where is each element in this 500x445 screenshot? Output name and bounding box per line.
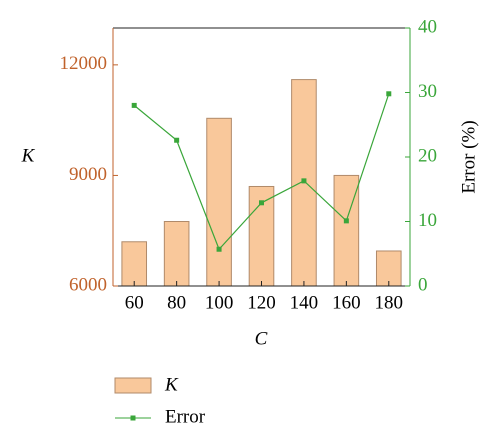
marker — [386, 91, 392, 97]
legend-label: K — [164, 374, 179, 395]
x-tick-label: 100 — [205, 292, 234, 313]
y-tick-label: 9000 — [69, 164, 107, 185]
y2-tick-label: 30 — [418, 81, 437, 102]
x-tick-label: 120 — [247, 292, 276, 313]
y2-tick-label: 20 — [418, 145, 437, 166]
x-axis-label: C — [255, 328, 268, 349]
y-tick-label: 6000 — [69, 274, 107, 295]
y2-tick-label: 40 — [418, 16, 437, 37]
bar — [163, 221, 190, 287]
x-tick-label: 180 — [375, 292, 404, 313]
x-tick-label: 140 — [290, 292, 319, 313]
y2-axis-label: Error (%) — [458, 120, 479, 193]
x-tick-label: 60 — [125, 292, 144, 313]
x-tick-label: 80 — [167, 292, 186, 313]
y-axis-label: K — [21, 145, 36, 166]
bar — [206, 117, 232, 287]
y-tick-label: 12000 — [60, 53, 108, 74]
marker — [343, 218, 349, 224]
marker — [131, 102, 137, 108]
legend-label: Error — [165, 406, 206, 427]
legend-bar-swatch — [114, 377, 152, 394]
bar — [333, 174, 360, 287]
y2-tick-label: 10 — [418, 210, 437, 231]
x-tick-label: 160 — [332, 292, 361, 313]
y2-tick-label: 0 — [418, 274, 428, 295]
legend-marker — [130, 415, 136, 421]
marker — [301, 178, 307, 184]
bar — [121, 241, 148, 287]
marker — [259, 200, 264, 206]
marker — [174, 137, 180, 143]
bar — [375, 250, 402, 287]
marker — [216, 246, 222, 252]
